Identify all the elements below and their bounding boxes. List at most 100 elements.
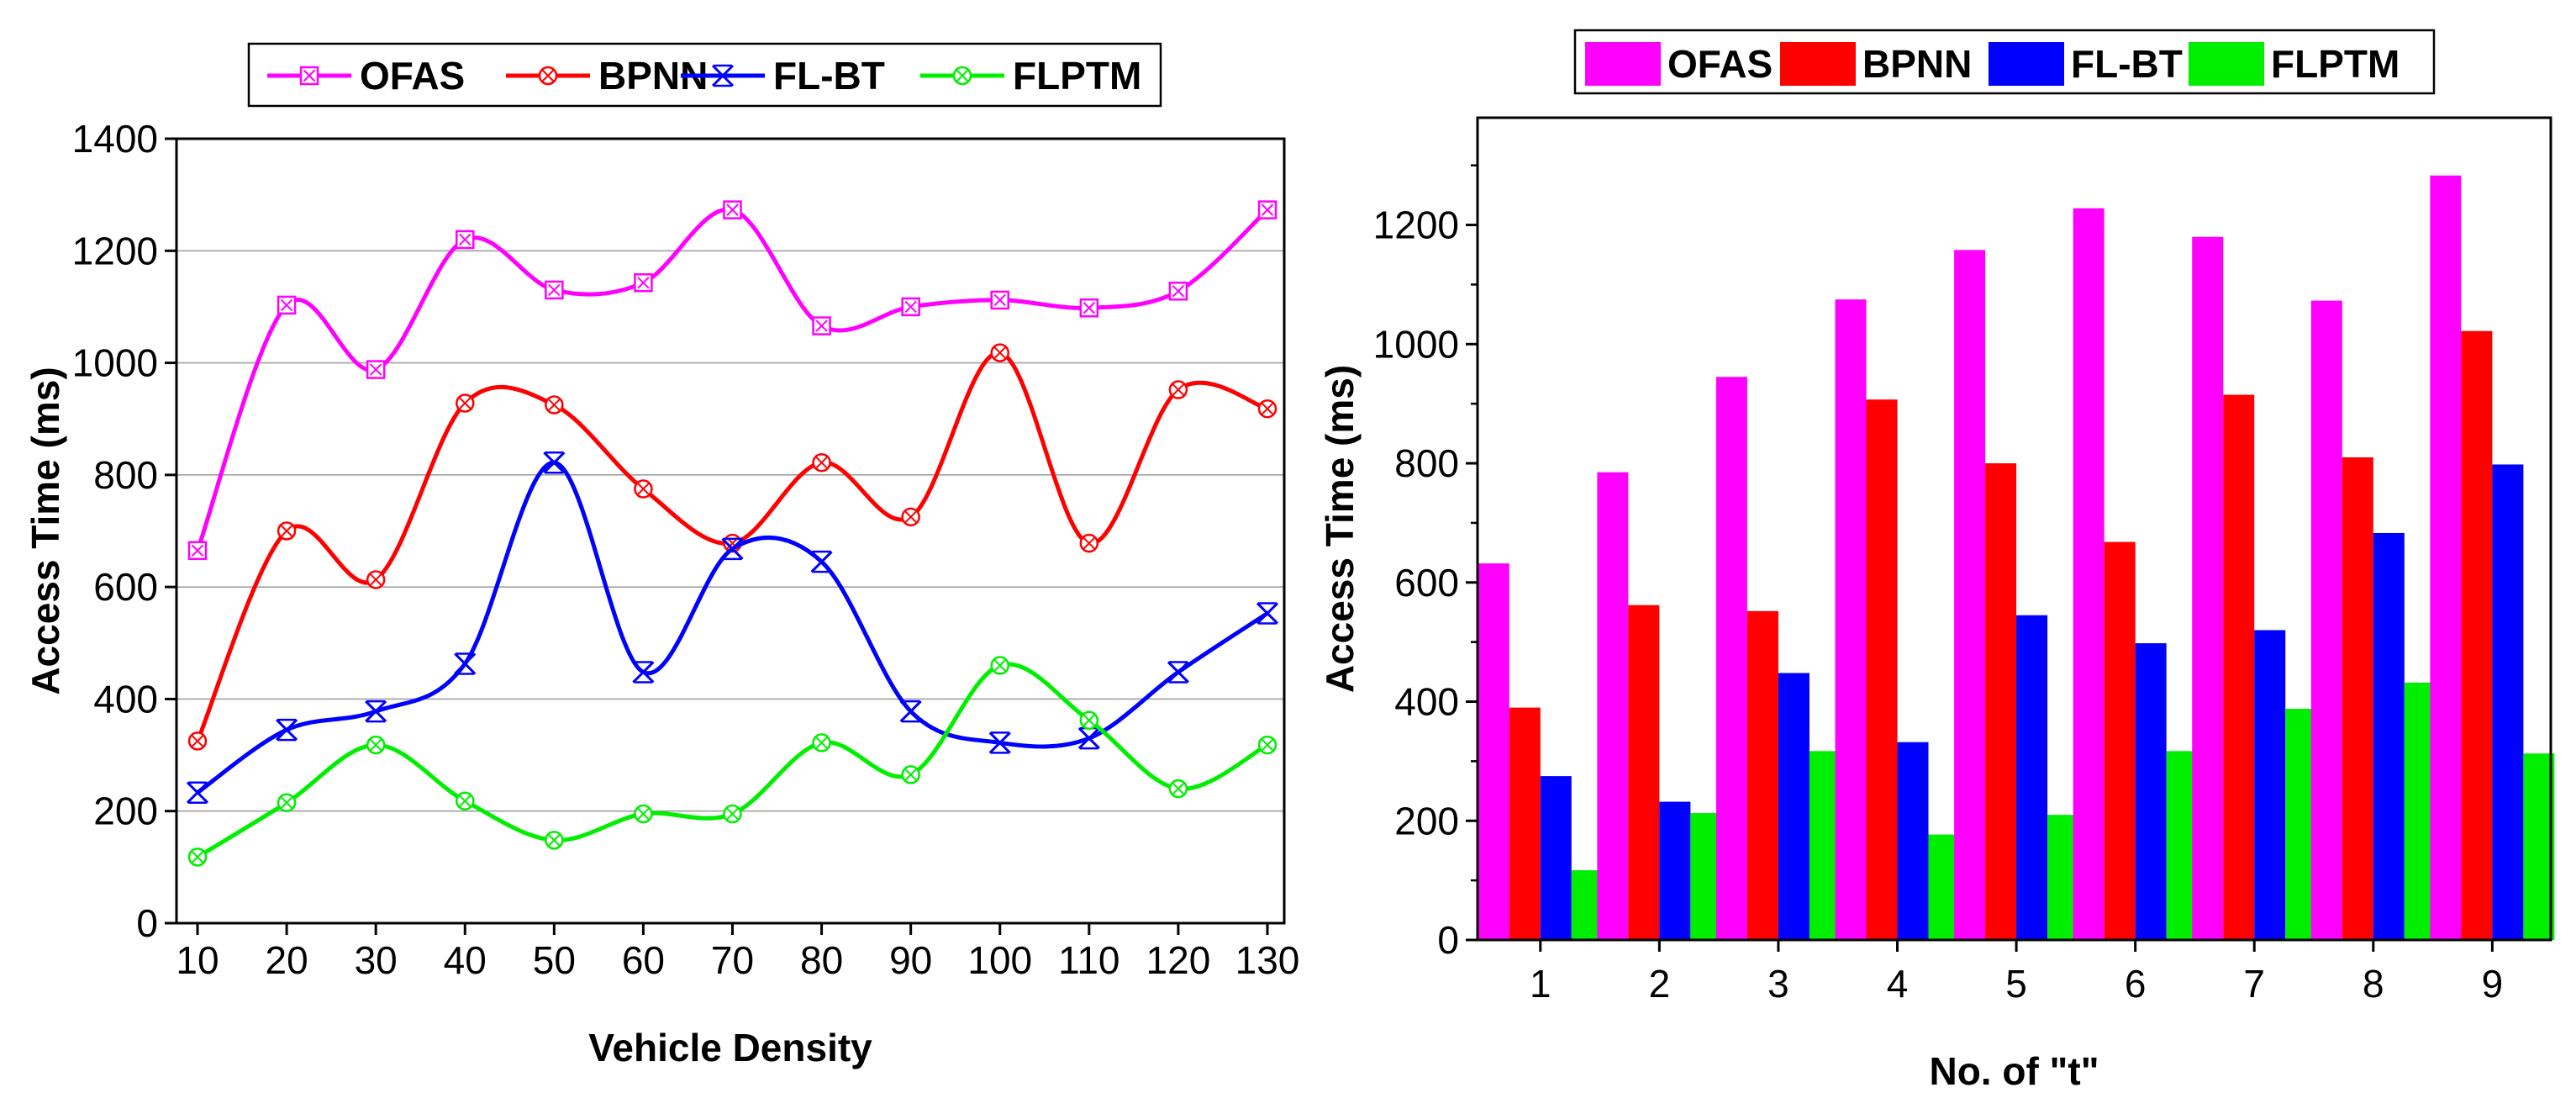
bar-flptm-9 <box>2523 753 2555 940</box>
x-tick-label: 80 <box>800 938 843 982</box>
data-point <box>812 316 831 335</box>
y-tick-label: 1400 <box>72 117 158 161</box>
data-point <box>1257 735 1277 755</box>
data-point <box>1167 661 1189 684</box>
bar-bpnn-5 <box>1985 463 2017 940</box>
data-point <box>901 507 920 527</box>
x-tick-label: 1 <box>1530 962 1551 1006</box>
y-tick-label: 200 <box>93 789 158 833</box>
legend-marker <box>538 66 558 86</box>
legend-label: FL-BT <box>773 54 885 98</box>
bar-ofas-3 <box>1715 377 1747 941</box>
data-point <box>545 831 564 850</box>
x-tick-label: 2 <box>1649 962 1671 1006</box>
legend-item-flptm: FLPTM <box>2189 42 2400 86</box>
data-point <box>632 661 655 684</box>
x-tick-label: 20 <box>265 938 308 982</box>
x-tick-label: 4 <box>1887 962 1909 1006</box>
legend-swatch <box>1780 42 1856 86</box>
bar-fl-bt-1 <box>1540 776 1572 940</box>
y-tick-label: 1200 <box>1373 203 1459 247</box>
x-tick-label: 10 <box>176 938 219 982</box>
legend-label: FL-BT <box>2071 42 2183 86</box>
legend-marker <box>711 64 735 87</box>
data-point <box>634 804 653 824</box>
legend-label: OFAS <box>360 54 465 98</box>
data-point <box>543 451 566 474</box>
data-point <box>1077 726 1100 750</box>
data-point <box>456 230 475 250</box>
data-point <box>812 733 831 752</box>
data-point <box>1079 533 1099 553</box>
y-tick-label: 1000 <box>1373 322 1459 366</box>
series-ofas <box>187 200 1277 561</box>
legend-swatch <box>1989 42 2064 86</box>
y-tick-label: 400 <box>1394 680 1459 724</box>
bar-chart-axis-ticks: 0 200 400 600 800 1000 1200 1 2 3 4 5 6 7 8 9 <box>1373 164 2504 1006</box>
data-point <box>277 295 297 315</box>
data-point <box>723 804 742 824</box>
data-point <box>990 656 1009 675</box>
x-tick-label: 60 <box>622 938 665 982</box>
line-chart-series-group <box>186 200 1279 867</box>
data-point <box>634 479 653 499</box>
legend-swatch <box>1585 42 1661 86</box>
legend-label: FLPTM <box>1013 54 1141 98</box>
x-tick-label: 130 <box>1235 938 1300 982</box>
x-tick-label: 9 <box>2482 962 2504 1006</box>
data-point <box>545 280 564 300</box>
y-tick-label: 600 <box>1394 561 1459 605</box>
y-tick-label: 0 <box>1437 918 1459 962</box>
data-point <box>1257 200 1277 219</box>
bar-fl-bt-4 <box>1897 742 1929 940</box>
data-point <box>990 343 1009 362</box>
series-flptm <box>187 656 1277 867</box>
x-tick-label: 5 <box>2005 962 2027 1006</box>
bar-fl-bt-9 <box>2492 464 2524 940</box>
data-point <box>366 735 386 755</box>
x-tick-label: 6 <box>2125 962 2147 1006</box>
legend-marker <box>952 66 972 86</box>
bar-ofas-8 <box>2310 300 2342 940</box>
bar-bpnn-6 <box>2104 541 2136 940</box>
line-chart-x-axis-label: Vehicle Density <box>588 1026 872 1069</box>
line-chart-gridlines <box>176 250 1284 812</box>
y-tick-label: 1200 <box>72 229 158 272</box>
data-point <box>276 718 298 742</box>
bar-ofas-1 <box>1478 563 1509 940</box>
line-chart-axis-ticks: 0 200 400 600 800 1000 1200 1400 10 20 30 40 50 60 70 8… <box>72 117 1300 982</box>
x-tick-label: 90 <box>889 938 932 982</box>
legend-swatch <box>2189 42 2264 86</box>
series-line-ofas <box>195 207 1269 552</box>
x-tick-label: 120 <box>1146 938 1211 982</box>
bar-chart-x-axis-label: No. of "t" <box>1929 1049 2099 1093</box>
bar-fl-bt-5 <box>2016 615 2048 940</box>
bar-fl-bt-8 <box>2373 532 2405 940</box>
y-tick-label: 400 <box>93 677 158 721</box>
x-tick-label: 40 <box>444 938 487 982</box>
series-line-fl-bt <box>196 460 1269 795</box>
data-point <box>1256 602 1279 625</box>
bar-bpnn-4 <box>1866 399 1898 941</box>
line-chart-access-time-vs-vehicle-density: 0 200 400 600 800 1000 1200 1400 10 20 30 40 50 60 70 8… <box>24 42 1300 1069</box>
bar-bpnn-8 <box>2342 457 2373 940</box>
data-point <box>277 793 297 812</box>
x-tick-label: 70 <box>711 938 754 982</box>
y-tick-label: 600 <box>93 565 158 609</box>
x-tick-label: 3 <box>1767 962 1789 1006</box>
x-tick-label: 100 <box>967 938 1032 982</box>
bar-bpnn-2 <box>1628 605 1660 940</box>
y-tick-label: 800 <box>1394 441 1459 485</box>
data-point <box>899 700 922 723</box>
data-point <box>1168 282 1188 301</box>
data-point <box>1079 710 1099 731</box>
data-point <box>990 290 1009 310</box>
legend-item-ofas: OFAS <box>267 54 465 98</box>
bar-bpnn-3 <box>1746 610 1778 940</box>
bar-ofas-2 <box>1597 472 1629 940</box>
bar-bpnn-1 <box>1509 707 1541 940</box>
legend-item-bpnn: BPNN <box>1780 42 1972 86</box>
bar-ofas-4 <box>1835 299 1867 940</box>
data-point <box>277 521 297 541</box>
x-tick-label: 7 <box>2243 962 2265 1006</box>
